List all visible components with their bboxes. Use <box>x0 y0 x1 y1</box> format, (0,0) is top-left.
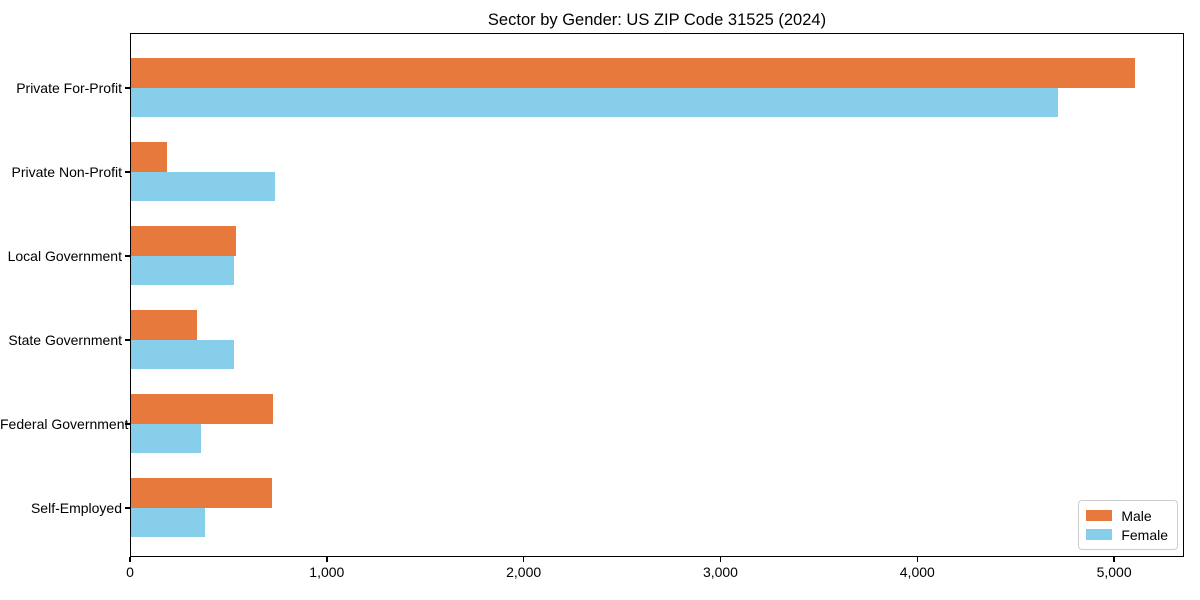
bar-male-private-for-profit <box>131 58 1135 88</box>
y-tick-mark-state-government <box>125 339 130 341</box>
bar-male-self-employed <box>131 478 272 508</box>
y-axis-label-federal-government: Federal Government <box>0 416 129 432</box>
legend: Male Female <box>1078 500 1178 550</box>
y-tick-mark-private-for-profit <box>125 87 130 89</box>
plot-area: Male Female <box>130 33 1184 557</box>
bar-female-local-government <box>131 255 234 285</box>
x-axis-label-0: 0 <box>126 564 134 580</box>
legend-label-female: Female <box>1121 526 1168 543</box>
bar-male-state-government <box>131 310 197 340</box>
y-tick-mark-self-employed <box>125 507 130 509</box>
x-tick-mark-4000 <box>916 557 919 562</box>
x-tick-mark-0 <box>129 557 131 562</box>
chart-title: Sector by Gender: US ZIP Code 31525 (202… <box>487 11 827 29</box>
legend-swatch-female <box>1086 529 1113 540</box>
x-tick-mark-5000 <box>1113 557 1115 562</box>
x-tick-mark-1000 <box>326 557 328 562</box>
x-axis-label-3000: 3,000 <box>702 564 738 580</box>
x-tick-mark-3000 <box>719 557 722 562</box>
x-axis-label-5000: 5,000 <box>1096 564 1132 580</box>
legend-item-male: Male <box>1086 506 1168 525</box>
y-axis-label-private-for-profit: Private For-Profit <box>16 80 122 96</box>
y-axis-label-self-employed: Self-Employed <box>30 500 122 516</box>
y-tick-mark-local-government <box>125 255 130 257</box>
y-tick-mark-federal-government <box>125 423 130 425</box>
bar-male-local-government <box>131 226 237 256</box>
x-axis-label-4000: 4,000 <box>899 564 935 580</box>
bar-female-self-employed <box>131 507 205 537</box>
bar-female-private-for-profit <box>131 87 1059 117</box>
x-axis-label-1000: 1,000 <box>309 564 345 580</box>
x-tick-mark-2000 <box>522 557 525 562</box>
legend-label-male: Male <box>1121 507 1152 524</box>
bar-male-private-non-profit <box>131 142 167 172</box>
x-axis-label-2000: 2,000 <box>506 564 542 580</box>
bar-female-state-government <box>131 339 234 369</box>
bar-female-federal-government <box>131 423 202 453</box>
bar-male-federal-government <box>131 394 273 424</box>
y-axis-label-private-non-profit: Private Non-Profit <box>11 164 122 180</box>
bar-female-private-non-profit <box>131 171 275 201</box>
y-axis-label-state-government: State Government <box>8 332 122 348</box>
y-axis-label-local-government: Local Government <box>7 248 122 264</box>
legend-swatch-male <box>1086 510 1113 521</box>
y-tick-mark-private-non-profit <box>125 171 130 173</box>
legend-item-female: Female <box>1086 525 1168 544</box>
